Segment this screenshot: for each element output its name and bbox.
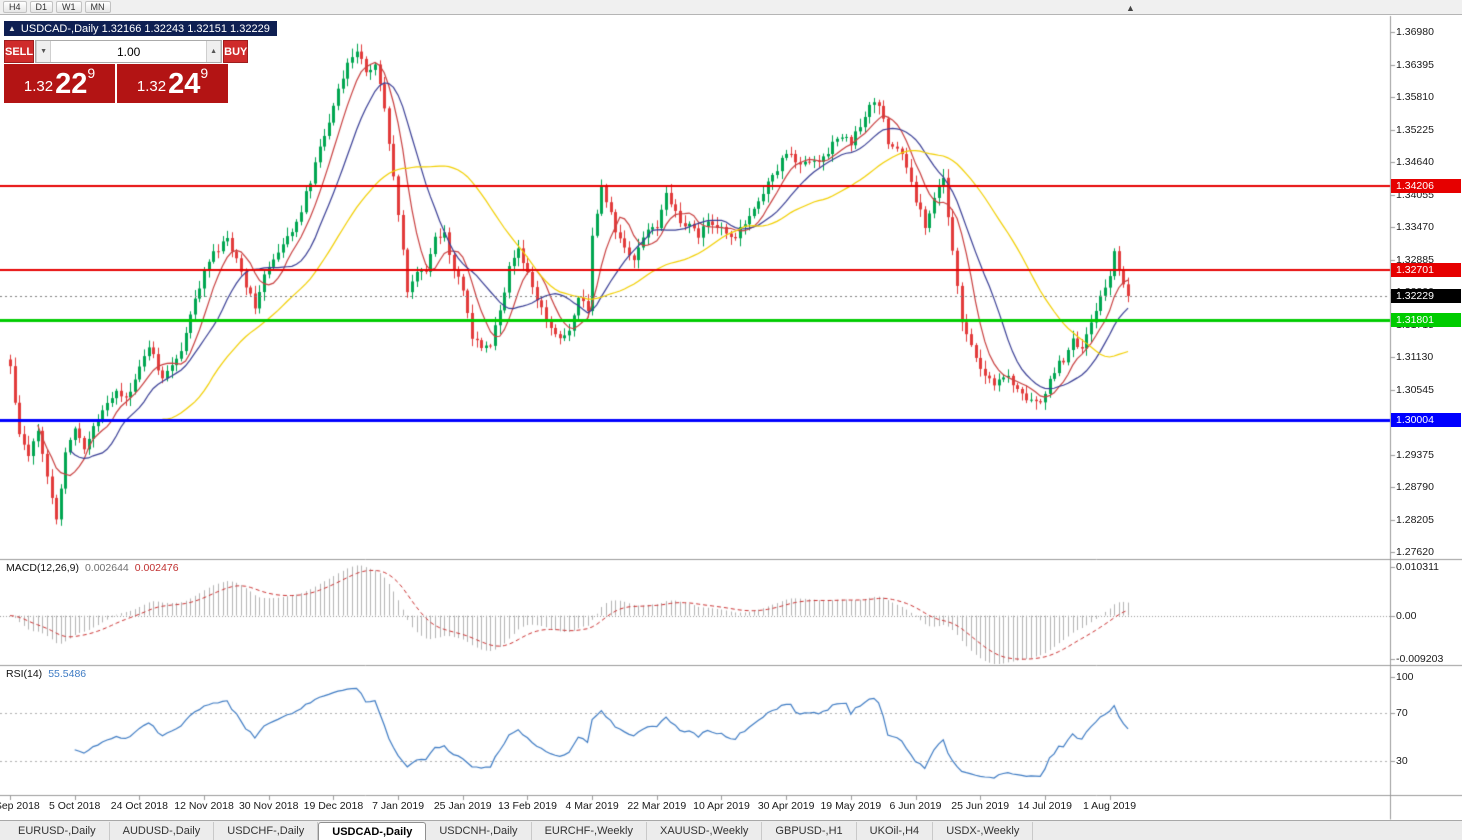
date-axis-label: 13 Feb 2019	[497, 800, 557, 812]
price-axis-label: 1.36395	[1396, 58, 1434, 71]
volume-stepper: ▼ ▲	[35, 40, 223, 63]
symbol-ohlc-text: USDCAD-,Daily 1.32166 1.32243 1.32151 1.…	[20, 22, 270, 35]
volume-decrease-button[interactable]: ▼	[36, 41, 52, 62]
date-axis-label: 4 Mar 2019	[565, 800, 619, 812]
rsi-axis-label: 100	[1396, 671, 1414, 683]
rsi-axis-label: 30	[1396, 755, 1408, 767]
date-axis-label: 25 Jan 2019	[433, 800, 492, 812]
volume-increase-button[interactable]: ▲	[206, 41, 222, 62]
price-axis-label: 1.32885	[1396, 253, 1434, 266]
macd-main-value: 0.002644	[84, 562, 129, 574]
timeframe-button-h4[interactable]: H4	[3, 1, 27, 13]
price-axis-label: 1.28205	[1396, 513, 1434, 526]
macd-axis-label: -0.009203	[1396, 652, 1444, 665]
price-axis-label: 1.33470	[1396, 221, 1434, 233]
ask-price-pips: 24	[168, 68, 201, 100]
ask-price-box[interactable]: 1.32 24 9	[117, 64, 228, 103]
chart-tab-usdcnh-daily[interactable]: USDCNH-,Daily	[426, 822, 532, 840]
timeframe-button-mn[interactable]: MN	[84, 1, 111, 13]
bid-price-box[interactable]: 1.32 22 9	[4, 64, 115, 103]
sell-button[interactable]: SELL	[4, 40, 35, 63]
price-axis-label: 1.35810	[1396, 91, 1434, 103]
hline-price-badge-1-31801[interactable]: 1.31801	[1391, 312, 1461, 327]
rsi-axis-label: 70	[1396, 707, 1408, 719]
date-axis-label: 1 Aug 2019	[1082, 800, 1137, 812]
symbol-info-bar: ▲ USDCAD-,Daily 1.32166 1.32243 1.32151 …	[4, 21, 277, 36]
hline-price-badge-1-32701[interactable]: 1.32701	[1391, 262, 1461, 277]
bid-price-pips: 22	[55, 68, 88, 100]
volume-input[interactable]	[51, 41, 207, 62]
date-axis-label: 25 Jun 2019	[951, 800, 1010, 812]
chart-tab-audusd-daily[interactable]: AUDUSD-,Daily	[110, 822, 215, 840]
chart-tab-ukoil-h4[interactable]: UKOil-,H4	[857, 822, 934, 840]
price-axis-label: 1.31130	[1396, 351, 1434, 363]
bid-price-pipette: 9	[87, 65, 96, 81]
rsi-value: 55.5486	[48, 668, 87, 680]
current-price-badge[interactable]: 1.32229	[1391, 288, 1461, 303]
macd-axis-label: 0.00	[1396, 609, 1417, 622]
hline-price-badge-1-34206[interactable]: 1.34206	[1391, 179, 1461, 194]
quote-row: 1.32 22 9 1.32 24 9	[4, 64, 228, 103]
price-axis-label: 1.27620	[1396, 546, 1434, 558]
chart-tab-usdx-weekly[interactable]: USDX-,Weekly	[933, 822, 1034, 840]
ask-price-major: 1.32	[136, 78, 167, 95]
price-axis-label: 1.29375	[1396, 448, 1434, 461]
price-axis-label: 1.30545	[1396, 383, 1434, 396]
chart-tab-eurusd-daily[interactable]: EURUSD-,Daily	[5, 822, 110, 840]
timeframe-button-w1[interactable]: W1	[56, 1, 82, 13]
macd-title-text: MACD(12,26,9)	[6, 562, 79, 574]
date-axis-label: 30 Nov 2018	[238, 800, 299, 812]
macd-axis-label: 0.010311	[1396, 560, 1440, 573]
date-axis-label: 12 Nov 2018	[174, 800, 234, 812]
chart-shift-marker[interactable]: ▲	[1126, 3, 1135, 13]
price-axis-label: 1.28790	[1396, 481, 1434, 493]
price-axis-label: 1.34640	[1396, 156, 1434, 168]
rsi-indicator-label: RSI(14) 55.5486	[6, 668, 86, 680]
date-axis-label: 7 Jan 2019	[372, 800, 425, 812]
chart-tab-xauusd-weekly[interactable]: XAUUSD-,Weekly	[647, 822, 763, 840]
price-axis-label: 1.35225	[1396, 123, 1434, 136]
date-axis-label: 6 Jun 2019	[889, 800, 942, 812]
date-axis-label: 10 Apr 2019	[693, 800, 750, 812]
rsi-title-text: RSI(14)	[6, 668, 43, 680]
date-axis-label: 19 May 2019	[820, 800, 882, 812]
ask-price-pipette: 9	[200, 65, 209, 81]
buy-button[interactable]: BUY	[223, 40, 249, 63]
trade-controls-row: SELL ▼ ▲ BUY	[4, 40, 249, 63]
date-axis-label: 14 Jul 2019	[1017, 800, 1073, 812]
macd-indicator-label: MACD(12,26,9) 0.002644 0.002476	[6, 562, 179, 574]
hline-price-badge-1-30004[interactable]: 1.30004	[1391, 412, 1461, 427]
macd-signal-value: 0.002476	[134, 562, 179, 574]
date-axis-label: 22 Mar 2019	[627, 800, 687, 812]
chart-tab-usdchf-daily[interactable]: USDCHF-,Daily	[214, 822, 319, 840]
timeframe-toolbar: H4 D1 W1 MN	[0, 0, 1462, 15]
collapse-panel-icon[interactable]: ▲	[8, 24, 16, 33]
bid-price-major: 1.32	[23, 78, 54, 95]
chart-tab-gbpusd-h1[interactable]: GBPUSD-,H1	[762, 822, 857, 840]
date-axis-label: 19 Dec 2018	[303, 800, 364, 812]
timeframe-button-d1[interactable]: D1	[29, 1, 54, 13]
chart-tab-eurchf-weekly[interactable]: EURCHF-,Weekly	[532, 822, 647, 840]
date-axis-label: 5 Oct 2018	[48, 800, 101, 812]
chart-tab-usdcad-daily[interactable]: USDCAD-,Daily	[318, 822, 427, 840]
date-axis-label: 17 Sep 2018	[0, 800, 40, 812]
chart-tab-bar: EURUSD-,Daily AUDUSD-,Daily USDCHF-,Daily U…	[0, 820, 1462, 840]
date-axis-label: 30 Apr 2019	[757, 800, 815, 812]
date-axis-label: 24 Oct 2018	[110, 800, 168, 812]
price-axis-label: 1.36980	[1396, 26, 1434, 38]
